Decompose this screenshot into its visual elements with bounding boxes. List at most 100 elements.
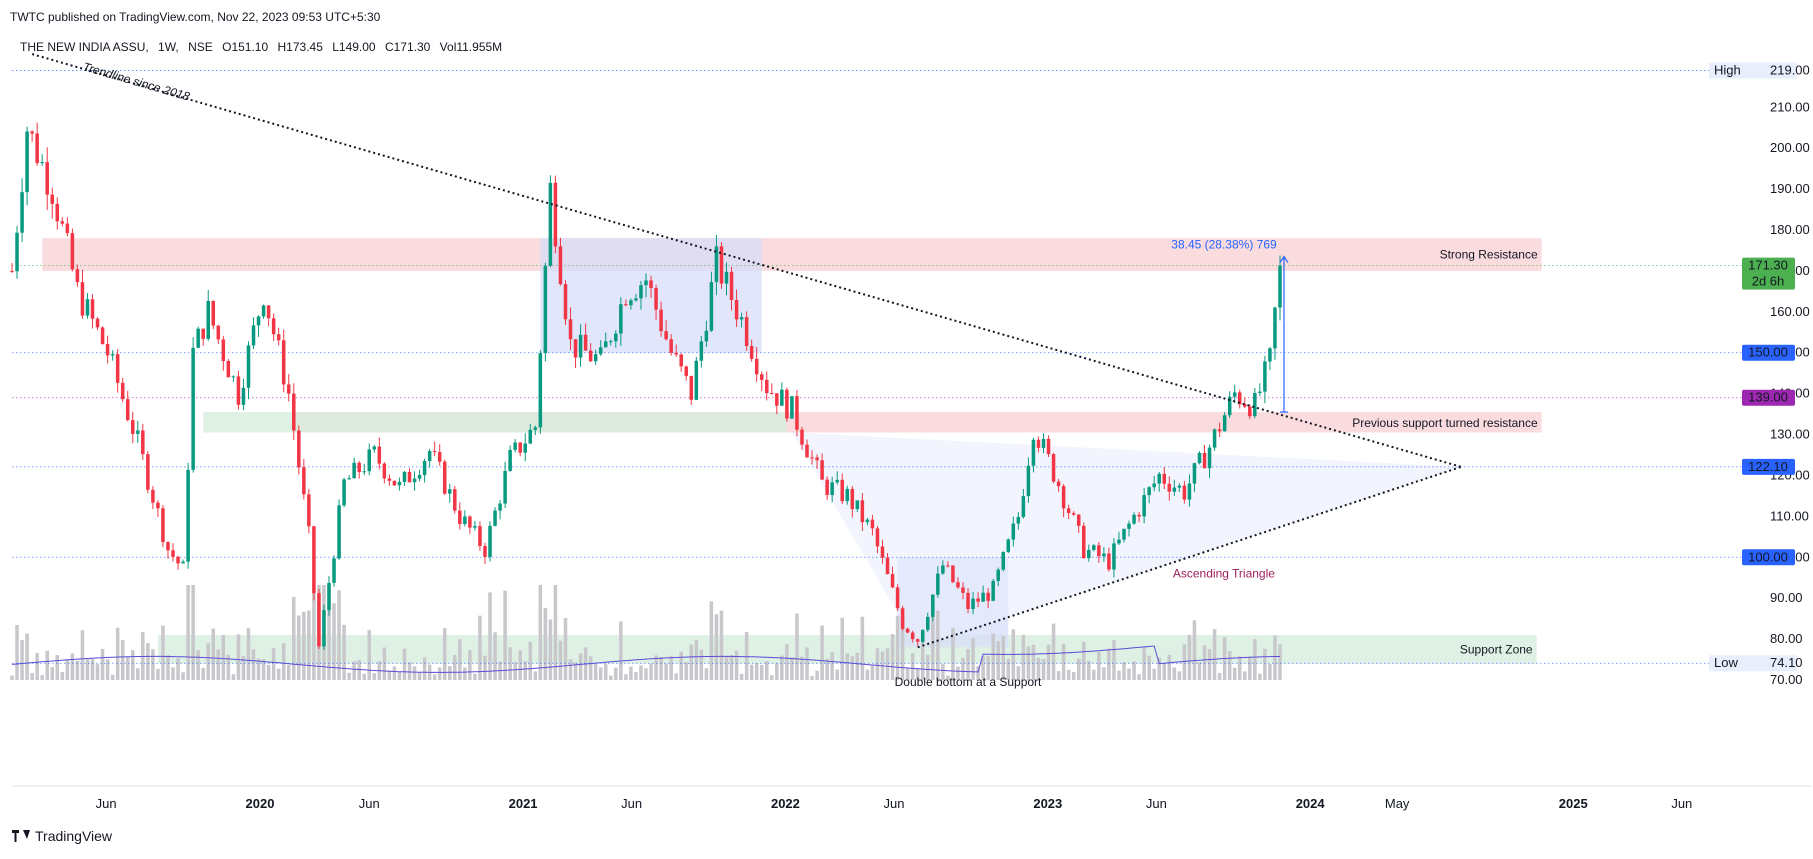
legend-open: O151.10 (222, 40, 269, 54)
volume-bar (387, 670, 392, 680)
candle-body (498, 503, 502, 511)
candle-body (1021, 496, 1026, 518)
volume-bar (744, 631, 749, 680)
candle-body (478, 526, 482, 547)
candle-body (60, 221, 65, 224)
volume-bar (367, 630, 372, 680)
candle-body (362, 471, 366, 473)
volume-bar (488, 592, 492, 680)
volume-bar (191, 585, 195, 680)
volume-bar (1232, 667, 1237, 680)
volume-bar (865, 669, 870, 680)
volume-bar (342, 624, 346, 680)
candle-body (609, 341, 613, 343)
candle-body (689, 375, 694, 400)
candle-body (412, 478, 417, 483)
volume-bar (352, 661, 356, 680)
zone-label-2: Support Zone (1460, 642, 1533, 656)
volume-bar (347, 672, 351, 680)
candle-body (1056, 481, 1061, 487)
candle-body (437, 452, 442, 462)
x-tick-label: Jun (1146, 796, 1167, 811)
tradingview-logo-icon (12, 830, 30, 842)
y-tick-label: 160.00 (1770, 304, 1810, 319)
volume-bar (231, 674, 236, 680)
volume-bar (684, 662, 689, 680)
legend-symbol[interactable]: THE NEW INDIA ASSU (20, 40, 146, 54)
candle-body (271, 318, 276, 335)
candle-body (1217, 429, 1222, 432)
legend-close: C171.30 (384, 40, 431, 54)
volume-bar (749, 664, 754, 680)
candle-body (276, 334, 281, 341)
candle-body (971, 598, 975, 609)
y-tick-label: 180.00 (1770, 222, 1810, 237)
volume-bar (1263, 648, 1267, 680)
candle-body (1268, 348, 1272, 362)
candle-body (372, 446, 377, 450)
candle-body (936, 573, 940, 595)
volume-bar (910, 653, 915, 680)
y-tick-label: 130.00 (1770, 427, 1810, 442)
candle-body (1278, 265, 1282, 308)
price-chart[interactable]: Trendline since 2018 38.45 (28.38%) 769 St… (0, 30, 1813, 820)
candle-body (523, 443, 527, 453)
volume-bar (674, 673, 678, 680)
volume-bar (1278, 644, 1282, 680)
candle-body (734, 299, 739, 320)
candle-body (307, 494, 311, 527)
candle-body (1222, 415, 1227, 432)
price-label-3: 122.10 (1748, 459, 1788, 474)
measure-arrowhead (1279, 255, 1289, 263)
volume-bar (45, 650, 49, 680)
volume-bar (1172, 667, 1177, 680)
candle-body (639, 285, 643, 299)
volume-bar (30, 672, 34, 680)
candle-body (402, 471, 407, 482)
volume-bar (900, 617, 905, 680)
tradingview-footer[interactable]: TradingView (12, 828, 112, 844)
candle-body (1142, 495, 1146, 517)
candle-body (332, 558, 336, 583)
candle-body (820, 460, 824, 480)
y-tick-label: 80.00 (1770, 631, 1803, 646)
candle-body (1182, 485, 1187, 500)
candle-body (292, 393, 296, 431)
candle-body (151, 489, 155, 503)
candle-body (382, 463, 387, 479)
candle-body (941, 565, 945, 574)
candle-body (1092, 545, 1096, 550)
candle-body (649, 280, 653, 289)
x-tick-label: Jun (884, 796, 905, 811)
legend-interval[interactable]: 1W (158, 40, 176, 54)
volume-bar (206, 643, 210, 680)
volume-bar (754, 663, 759, 680)
volume-bar (251, 649, 256, 680)
candle-body (956, 582, 960, 588)
volume-bar (629, 666, 633, 680)
candle-body (397, 481, 402, 486)
candle-body (1112, 543, 1116, 570)
candle-body (191, 347, 195, 470)
candle-body (805, 444, 809, 458)
volume-bar (835, 669, 839, 680)
candle-body (65, 223, 70, 234)
volume-bar (1076, 658, 1081, 680)
legend-low: L149.00 (332, 40, 376, 54)
volume-bar (669, 655, 673, 680)
candle-body (709, 282, 714, 331)
price-label-box-3 (1742, 458, 1795, 475)
volume-bar (704, 668, 709, 680)
volume-bar (714, 614, 719, 680)
volume-bar (276, 668, 281, 680)
annotation-label-0: Double bottom at a Support (895, 675, 1042, 689)
volume-bar (85, 659, 90, 680)
volume-bar (221, 635, 226, 680)
volume-bar (538, 585, 543, 680)
volume-bar (734, 650, 739, 680)
volume-bar (1097, 652, 1101, 680)
candle-body (1031, 439, 1036, 466)
volume-bar (553, 585, 558, 680)
volume-bar (709, 601, 714, 680)
volume-bar (95, 664, 100, 680)
